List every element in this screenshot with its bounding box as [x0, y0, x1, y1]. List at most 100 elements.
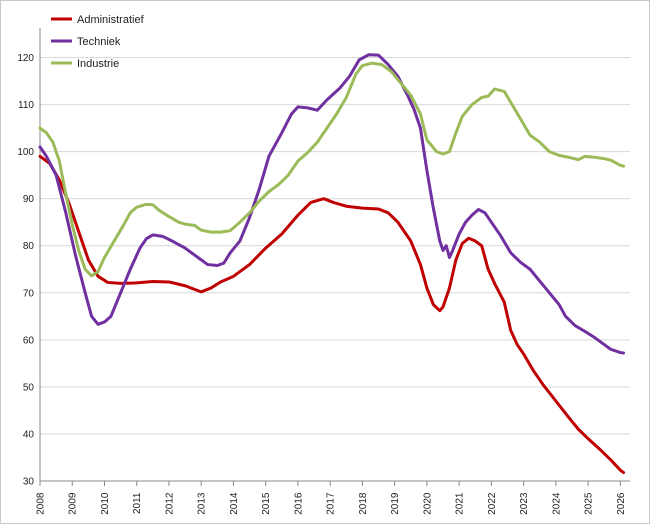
data-point [426, 139, 428, 141]
data-point [258, 200, 260, 202]
data-point [223, 262, 225, 264]
data-point [610, 159, 612, 161]
data-point [184, 247, 186, 249]
x-tick-label: 2018 [358, 492, 369, 515]
data-point [406, 94, 409, 96]
data-point [452, 249, 454, 252]
data-point [377, 54, 380, 56]
y-tick-label: 70 [23, 288, 35, 299]
legend: Administratief Techniek Industrie [51, 14, 145, 70]
data-point [516, 343, 518, 346]
data-point [584, 155, 586, 157]
data-point [564, 315, 567, 317]
data-point [622, 352, 625, 354]
data-point [503, 301, 505, 303]
data-point [78, 231, 80, 233]
data-point [448, 287, 451, 289]
data-point [377, 208, 380, 210]
data-point [229, 252, 231, 254]
data-point [152, 204, 154, 206]
data-point [587, 438, 589, 440]
y-tick-label: 30 [23, 477, 35, 488]
data-point [471, 103, 473, 106]
data-point [432, 207, 434, 209]
data-point [493, 88, 496, 90]
x-tick-label: 2023 [519, 492, 530, 515]
data-point [542, 383, 544, 386]
data-point [39, 146, 41, 148]
data-point [410, 94, 412, 96]
data-point [584, 330, 586, 332]
data-point [487, 268, 489, 270]
data-point [103, 321, 106, 323]
data-point [87, 259, 89, 261]
data-point [210, 287, 212, 289]
legend-label: Administratief [77, 14, 145, 26]
data-point [490, 221, 492, 223]
data-point [265, 247, 267, 249]
data-point [455, 259, 457, 261]
data-point [65, 193, 67, 195]
data-point [361, 64, 363, 67]
data-point [310, 201, 312, 204]
x-tick-label: 2008 [36, 492, 47, 515]
x-tick-label: 2024 [551, 492, 562, 515]
data-point [439, 310, 441, 312]
data-point [358, 59, 360, 61]
data-point [248, 216, 251, 219]
x-tick-label: 2020 [422, 492, 433, 515]
data-point [371, 62, 373, 64]
data-point [442, 153, 444, 155]
y-tick-label: 50 [23, 382, 35, 393]
data-point [435, 151, 438, 153]
data-point [168, 215, 170, 218]
data-point [474, 240, 476, 242]
data-point [184, 285, 186, 287]
y-tick-label: 120 [17, 53, 34, 64]
data-point [503, 90, 505, 92]
data-point [348, 75, 351, 77]
data-point [577, 159, 580, 161]
data-point [477, 208, 480, 211]
data-point [297, 106, 299, 108]
data-point [178, 221, 180, 223]
data-point [97, 323, 99, 325]
series-techniek [38, 53, 626, 355]
data-point [397, 221, 399, 223]
data-point [610, 348, 612, 350]
data-point [619, 351, 621, 354]
data-point [316, 109, 318, 111]
data-point [539, 280, 541, 282]
data-point [197, 256, 199, 259]
data-point [129, 268, 131, 270]
data-point [136, 282, 138, 284]
data-point [426, 169, 428, 172]
data-point [139, 247, 141, 249]
data-point [90, 275, 93, 277]
y-tick-label: 100 [17, 147, 34, 158]
x-tick-label: 2019 [390, 492, 401, 515]
data-point [297, 214, 299, 216]
data-point [232, 275, 235, 277]
legend-label: Techniek [77, 36, 121, 48]
x-tick-label: 2012 [164, 492, 175, 515]
data-point [287, 174, 289, 176]
data-point [84, 292, 86, 294]
y-tick-label: 60 [23, 335, 35, 346]
data-point [397, 75, 399, 77]
data-point [361, 207, 363, 209]
data-point [332, 201, 334, 204]
x-tick-label: 2022 [487, 492, 498, 515]
data-point [184, 223, 186, 225]
data-point [219, 231, 222, 233]
data-point [200, 291, 202, 293]
data-point [419, 113, 422, 115]
data-point [390, 71, 393, 73]
data-point [368, 54, 370, 56]
data-point [103, 256, 106, 259]
data-point [493, 282, 496, 284]
data-point [161, 235, 164, 237]
data-point [52, 141, 54, 143]
series-administratief [38, 154, 626, 475]
